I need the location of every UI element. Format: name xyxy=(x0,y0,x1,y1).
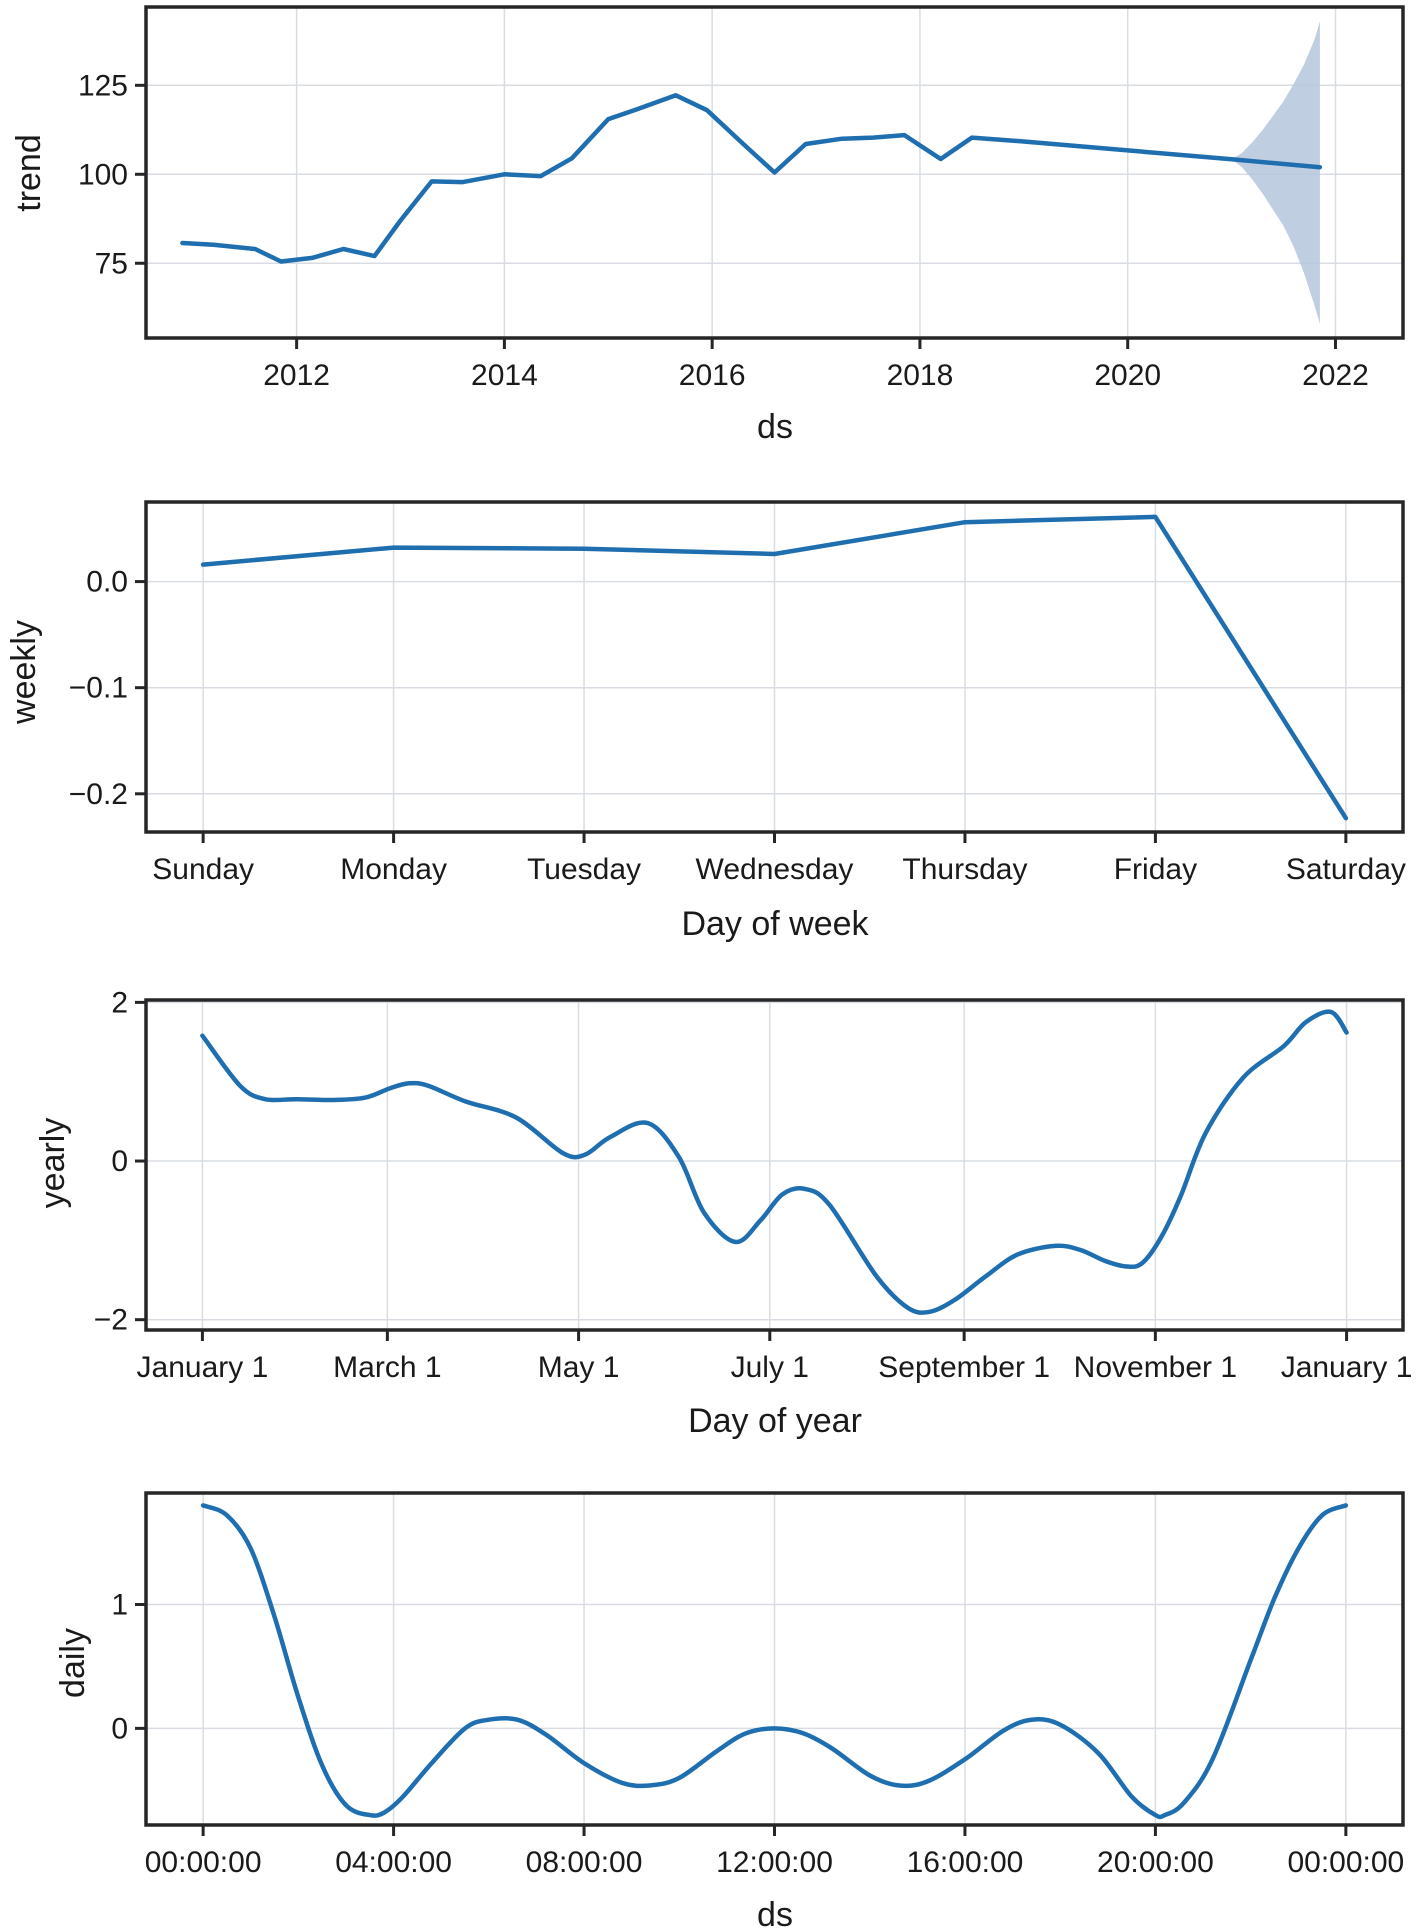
trend-x-axis-label: ds xyxy=(757,408,793,446)
daily-y-tick-label: 0 xyxy=(111,1712,128,1745)
weekly-panel: weekly Day of week Sunday Monday Tuesday We… xyxy=(5,500,1406,943)
trend-x-tick-label: 2016 xyxy=(679,359,746,392)
yearly-x-tick-label: July 1 xyxy=(731,1351,809,1384)
daily-x-tick-label: 20:00:00 xyxy=(1097,1846,1214,1879)
weekly-x-tick-label: Saturday xyxy=(1286,853,1406,886)
trend-y-axis-label: trend xyxy=(10,134,48,212)
daily-x-tick-label: 16:00:00 xyxy=(907,1846,1024,1879)
yearly-x-tick-label: March 1 xyxy=(333,1351,441,1384)
daily-x-axis-label: ds xyxy=(757,1896,793,1932)
trend-y-tick-label: 75 xyxy=(95,247,128,280)
trend-x-tick-label: 2022 xyxy=(1302,359,1369,392)
weekly-x-tick-label: Wednesday xyxy=(696,853,854,886)
yearly-x-tick-label: January 1 xyxy=(1281,1351,1413,1384)
daily-series-line xyxy=(200,1503,1349,1820)
trend-panel: trend ds 2012 2014 2016 2018 2020 2022 75 100 12… xyxy=(10,5,1405,446)
weekly-y-tick-label: −0.1 xyxy=(69,672,128,705)
trend-x-tick-label: 2018 xyxy=(887,359,954,392)
trend-y-tick-label: 100 xyxy=(78,158,128,191)
weekly-y-tick-label: 0.0 xyxy=(86,566,128,599)
yearly-y-tick-label: 2 xyxy=(111,986,128,1019)
yearly-plot-frame xyxy=(144,998,1405,1332)
yearly-y-tick-label: −2 xyxy=(94,1304,128,1337)
trend-x-tick-label: 2012 xyxy=(263,359,330,392)
yearly-panel: yearly Day of year January 1 March 1 May 1… xyxy=(34,986,1412,1440)
weekly-x-tick-label: Monday xyxy=(340,853,447,886)
weekly-x-tick-label: Sunday xyxy=(152,853,254,886)
yearly-series-line xyxy=(200,1009,1349,1315)
trend-x-tick-label: 2020 xyxy=(1094,359,1161,392)
weekly-y-tick-label: −0.2 xyxy=(69,778,128,811)
daily-x-tick-label: 00:00:00 xyxy=(1287,1846,1404,1879)
weekly-y-axis-label: weekly xyxy=(5,620,43,725)
daily-y-tick-label: 1 xyxy=(111,1588,128,1621)
yearly-x-axis-label: Day of year xyxy=(688,1402,862,1440)
trend-y-tick-label: 125 xyxy=(78,69,128,102)
daily-x-tick-label: 00:00:00 xyxy=(145,1846,262,1879)
weekly-series-line xyxy=(200,514,1349,821)
weekly-x-tick-label: Thursday xyxy=(902,853,1027,886)
daily-x-tick-label: 08:00:00 xyxy=(526,1846,643,1879)
weekly-x-tick-label: Friday xyxy=(1114,853,1197,886)
daily-x-tick-label: 04:00:00 xyxy=(335,1846,452,1879)
daily-x-tick-label: 12:00:00 xyxy=(716,1846,833,1879)
trend-uncertainty-band xyxy=(1231,21,1320,324)
yearly-y-tick-label: 0 xyxy=(111,1145,128,1178)
daily-panel: daily ds 00:00:00 04:00:00 08:00:00 12:00:0… xyxy=(54,1491,1405,1932)
yearly-y-axis-label: yearly xyxy=(34,1118,72,1209)
weekly-x-axis-label: Day of week xyxy=(681,905,869,943)
trend-plot-frame xyxy=(144,5,1405,340)
trend-x-tick-label: 2014 xyxy=(471,359,538,392)
yearly-x-tick-label: November 1 xyxy=(1074,1351,1237,1384)
daily-y-axis-label: daily xyxy=(54,1628,92,1698)
yearly-x-tick-label: January 1 xyxy=(137,1351,269,1384)
yearly-x-tick-label: May 1 xyxy=(538,1351,620,1384)
yearly-x-tick-label: September 1 xyxy=(878,1351,1050,1384)
weekly-x-tick-label: Tuesday xyxy=(527,853,641,886)
trend-series-line xyxy=(180,93,1323,264)
